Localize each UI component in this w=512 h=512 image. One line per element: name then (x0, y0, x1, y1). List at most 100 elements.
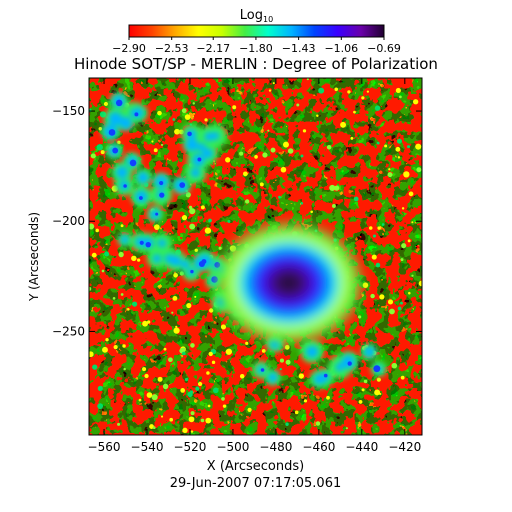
network-speckle (283, 141, 289, 148)
network-speckle (137, 258, 141, 262)
network-speckle (262, 152, 268, 158)
network-speckle (245, 341, 249, 346)
network-speckle (279, 358, 284, 363)
plage-core-blob (152, 254, 162, 263)
network-speckle (192, 102, 195, 105)
plage-strong-blob (123, 184, 127, 188)
network-speckle (182, 351, 186, 356)
network-speckle (300, 201, 304, 205)
plage-strong-blob (129, 159, 137, 167)
network-speckle (239, 151, 244, 156)
network-speckle (205, 417, 212, 424)
network-speckle (221, 397, 225, 401)
plage-core-blob (363, 346, 375, 358)
network-speckle (387, 172, 393, 178)
x-axis-label: X (Arcseconds) (207, 459, 304, 474)
network-speckle (384, 144, 388, 148)
network-speckle (184, 114, 191, 120)
network-speckle (197, 381, 203, 387)
plage-core-blob (108, 111, 123, 126)
network-speckle (401, 207, 405, 210)
plage-strong-blob (145, 241, 151, 248)
network-speckle (267, 129, 270, 132)
network-speckle (100, 150, 105, 155)
network-speckle (376, 141, 380, 145)
network-speckle (363, 379, 368, 384)
plage-core-blob (170, 255, 182, 267)
network-speckle (374, 105, 381, 111)
network-speckle (212, 387, 219, 394)
plage-core-blob (137, 171, 149, 184)
network-speckle (353, 196, 359, 202)
network-speckle (151, 140, 154, 143)
network-speckle (174, 128, 180, 135)
network-speckle (153, 148, 158, 153)
network-speckle (89, 223, 95, 230)
network-speckle (98, 127, 103, 131)
network-speckle (345, 427, 348, 430)
plage-strong-blob (347, 361, 352, 366)
network-speckle (185, 192, 191, 198)
plage-strong-blob (139, 240, 144, 245)
x-tick-label: −540 (131, 440, 164, 454)
network-speckle (331, 203, 336, 208)
plage-core-blob (335, 362, 345, 372)
network-speckle (208, 308, 214, 313)
network-speckle (296, 103, 300, 107)
network-speckle (303, 399, 308, 403)
network-speckle (117, 140, 121, 145)
network-speckle (279, 367, 282, 371)
network-speckle (408, 291, 411, 295)
plage-strong-blob (214, 262, 221, 268)
network-speckle (225, 348, 233, 355)
plage-strong-blob (323, 373, 328, 378)
network-speckle (400, 301, 403, 305)
network-speckle (184, 377, 189, 382)
features-layer (89, 78, 422, 434)
x-tick-label: −460 (302, 440, 335, 454)
network-speckle (395, 87, 401, 94)
network-speckle (326, 144, 332, 150)
network-speckle (160, 143, 164, 147)
network-speckle (366, 90, 370, 93)
plage-strong-blob (179, 182, 186, 188)
network-speckle (181, 347, 186, 352)
network-speckle (318, 87, 325, 94)
network-speckle (90, 153, 96, 159)
network-speckle (89, 286, 92, 291)
network-speckle (173, 272, 178, 278)
network-speckle (190, 430, 194, 433)
network-speckle (206, 371, 210, 375)
network-speckle (407, 239, 411, 243)
network-speckle (254, 155, 258, 159)
network-speckle (278, 195, 281, 199)
network-speckle (204, 118, 208, 122)
network-speckle (120, 224, 124, 228)
colorbar: Log10 −2.90 −2.53 −2.17 −1.80 −1.43 −1.06 −0.6… (112, 8, 401, 55)
network-speckle (398, 95, 402, 99)
network-speckle (171, 311, 174, 314)
chart-title: Hinode SOT/SP - MERLIN : Degree of Polar… (74, 55, 438, 73)
network-speckle (376, 377, 381, 382)
network-speckle (146, 320, 151, 324)
network-speckle (194, 248, 198, 252)
colorbar-tick-label: −2.90 (112, 42, 146, 55)
y-tick-label: −150 (52, 104, 85, 118)
x-tick-label: −560 (88, 440, 121, 454)
network-speckle (131, 255, 137, 262)
network-speckle (357, 315, 362, 319)
plage-core-blob (341, 354, 356, 369)
network-speckle (172, 118, 176, 121)
plage-core-blob (120, 235, 129, 244)
network-speckle (370, 293, 375, 299)
network-speckle (161, 415, 164, 418)
plage-core-blob (190, 167, 201, 178)
network-speckle (200, 418, 205, 423)
network-speckle (127, 308, 130, 311)
network-speckle (102, 346, 108, 353)
network-speckle (270, 147, 276, 153)
network-speckle (225, 157, 231, 163)
network-speckle (361, 388, 365, 392)
network-speckle (101, 269, 105, 273)
network-speckle (169, 417, 174, 422)
